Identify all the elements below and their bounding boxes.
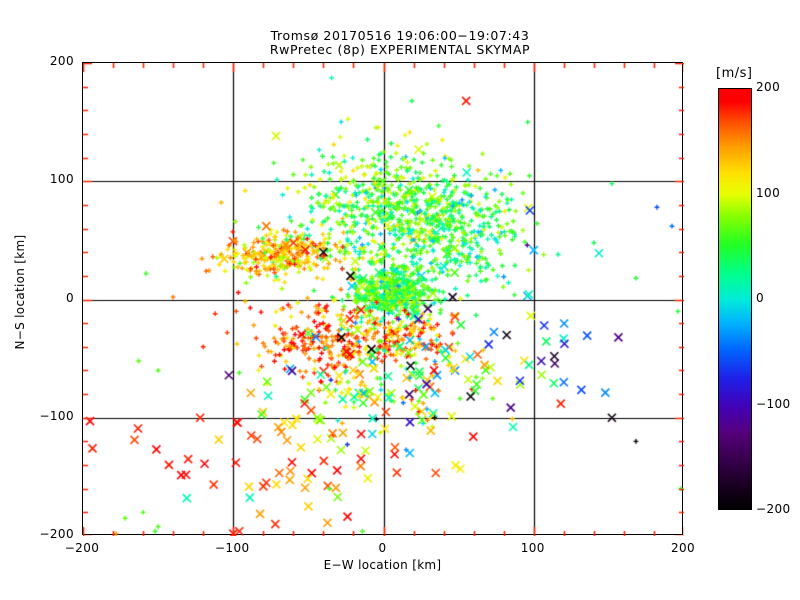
- colorbar-tick-label: 200: [756, 80, 781, 94]
- x-tick-label: 100: [520, 541, 545, 555]
- colorbar-tick-label: −100: [756, 396, 791, 411]
- plot-title-line-2: RwPretec (8p) EXPERIMENTAL SKYMAP: [269, 42, 531, 57]
- x-tick-label: −100: [214, 541, 250, 555]
- colorbar-gradient: [718, 88, 752, 510]
- x-axis-label: E−W location [km]: [323, 558, 442, 572]
- colorbar: [m/s] 200 100 0 −100 −200: [715, 66, 798, 516]
- y-tick-label: 200: [49, 54, 74, 68]
- y-tick-label: −200: [39, 527, 74, 541]
- x-tick-label: 200: [670, 541, 696, 555]
- colorbar-tick-label: −200: [756, 502, 791, 516]
- scatter-plot-area: [82, 62, 684, 536]
- plot-title-line-1: Tromsø 20170516 19:06:00−19:07:43: [270, 28, 530, 43]
- x-tick-label: −200: [64, 541, 100, 555]
- y-axis-label: N−S location [km]: [13, 234, 27, 350]
- colorbar-tick-label: 0: [756, 291, 765, 305]
- scatter-data-layer: [83, 63, 684, 536]
- colorbar-unit-label: [m/s]: [715, 66, 754, 81]
- y-tick-label: 0: [65, 290, 74, 305]
- y-tick-label: 100: [49, 172, 74, 187]
- colorbar-tick-label: 100: [756, 185, 781, 200]
- y-tick-label: −100: [39, 408, 74, 423]
- x-tick-label: 0: [378, 541, 387, 555]
